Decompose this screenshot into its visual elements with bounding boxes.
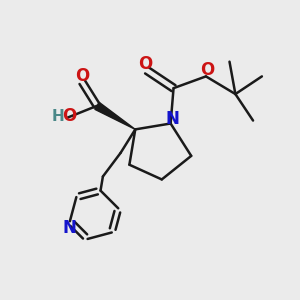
Text: N: N [166,110,180,128]
Polygon shape [95,102,135,129]
Text: H: H [52,109,64,124]
Text: O: O [139,55,153,73]
Text: O: O [75,67,89,85]
Text: N: N [63,219,77,237]
Text: O: O [62,107,76,125]
Text: O: O [200,61,214,79]
